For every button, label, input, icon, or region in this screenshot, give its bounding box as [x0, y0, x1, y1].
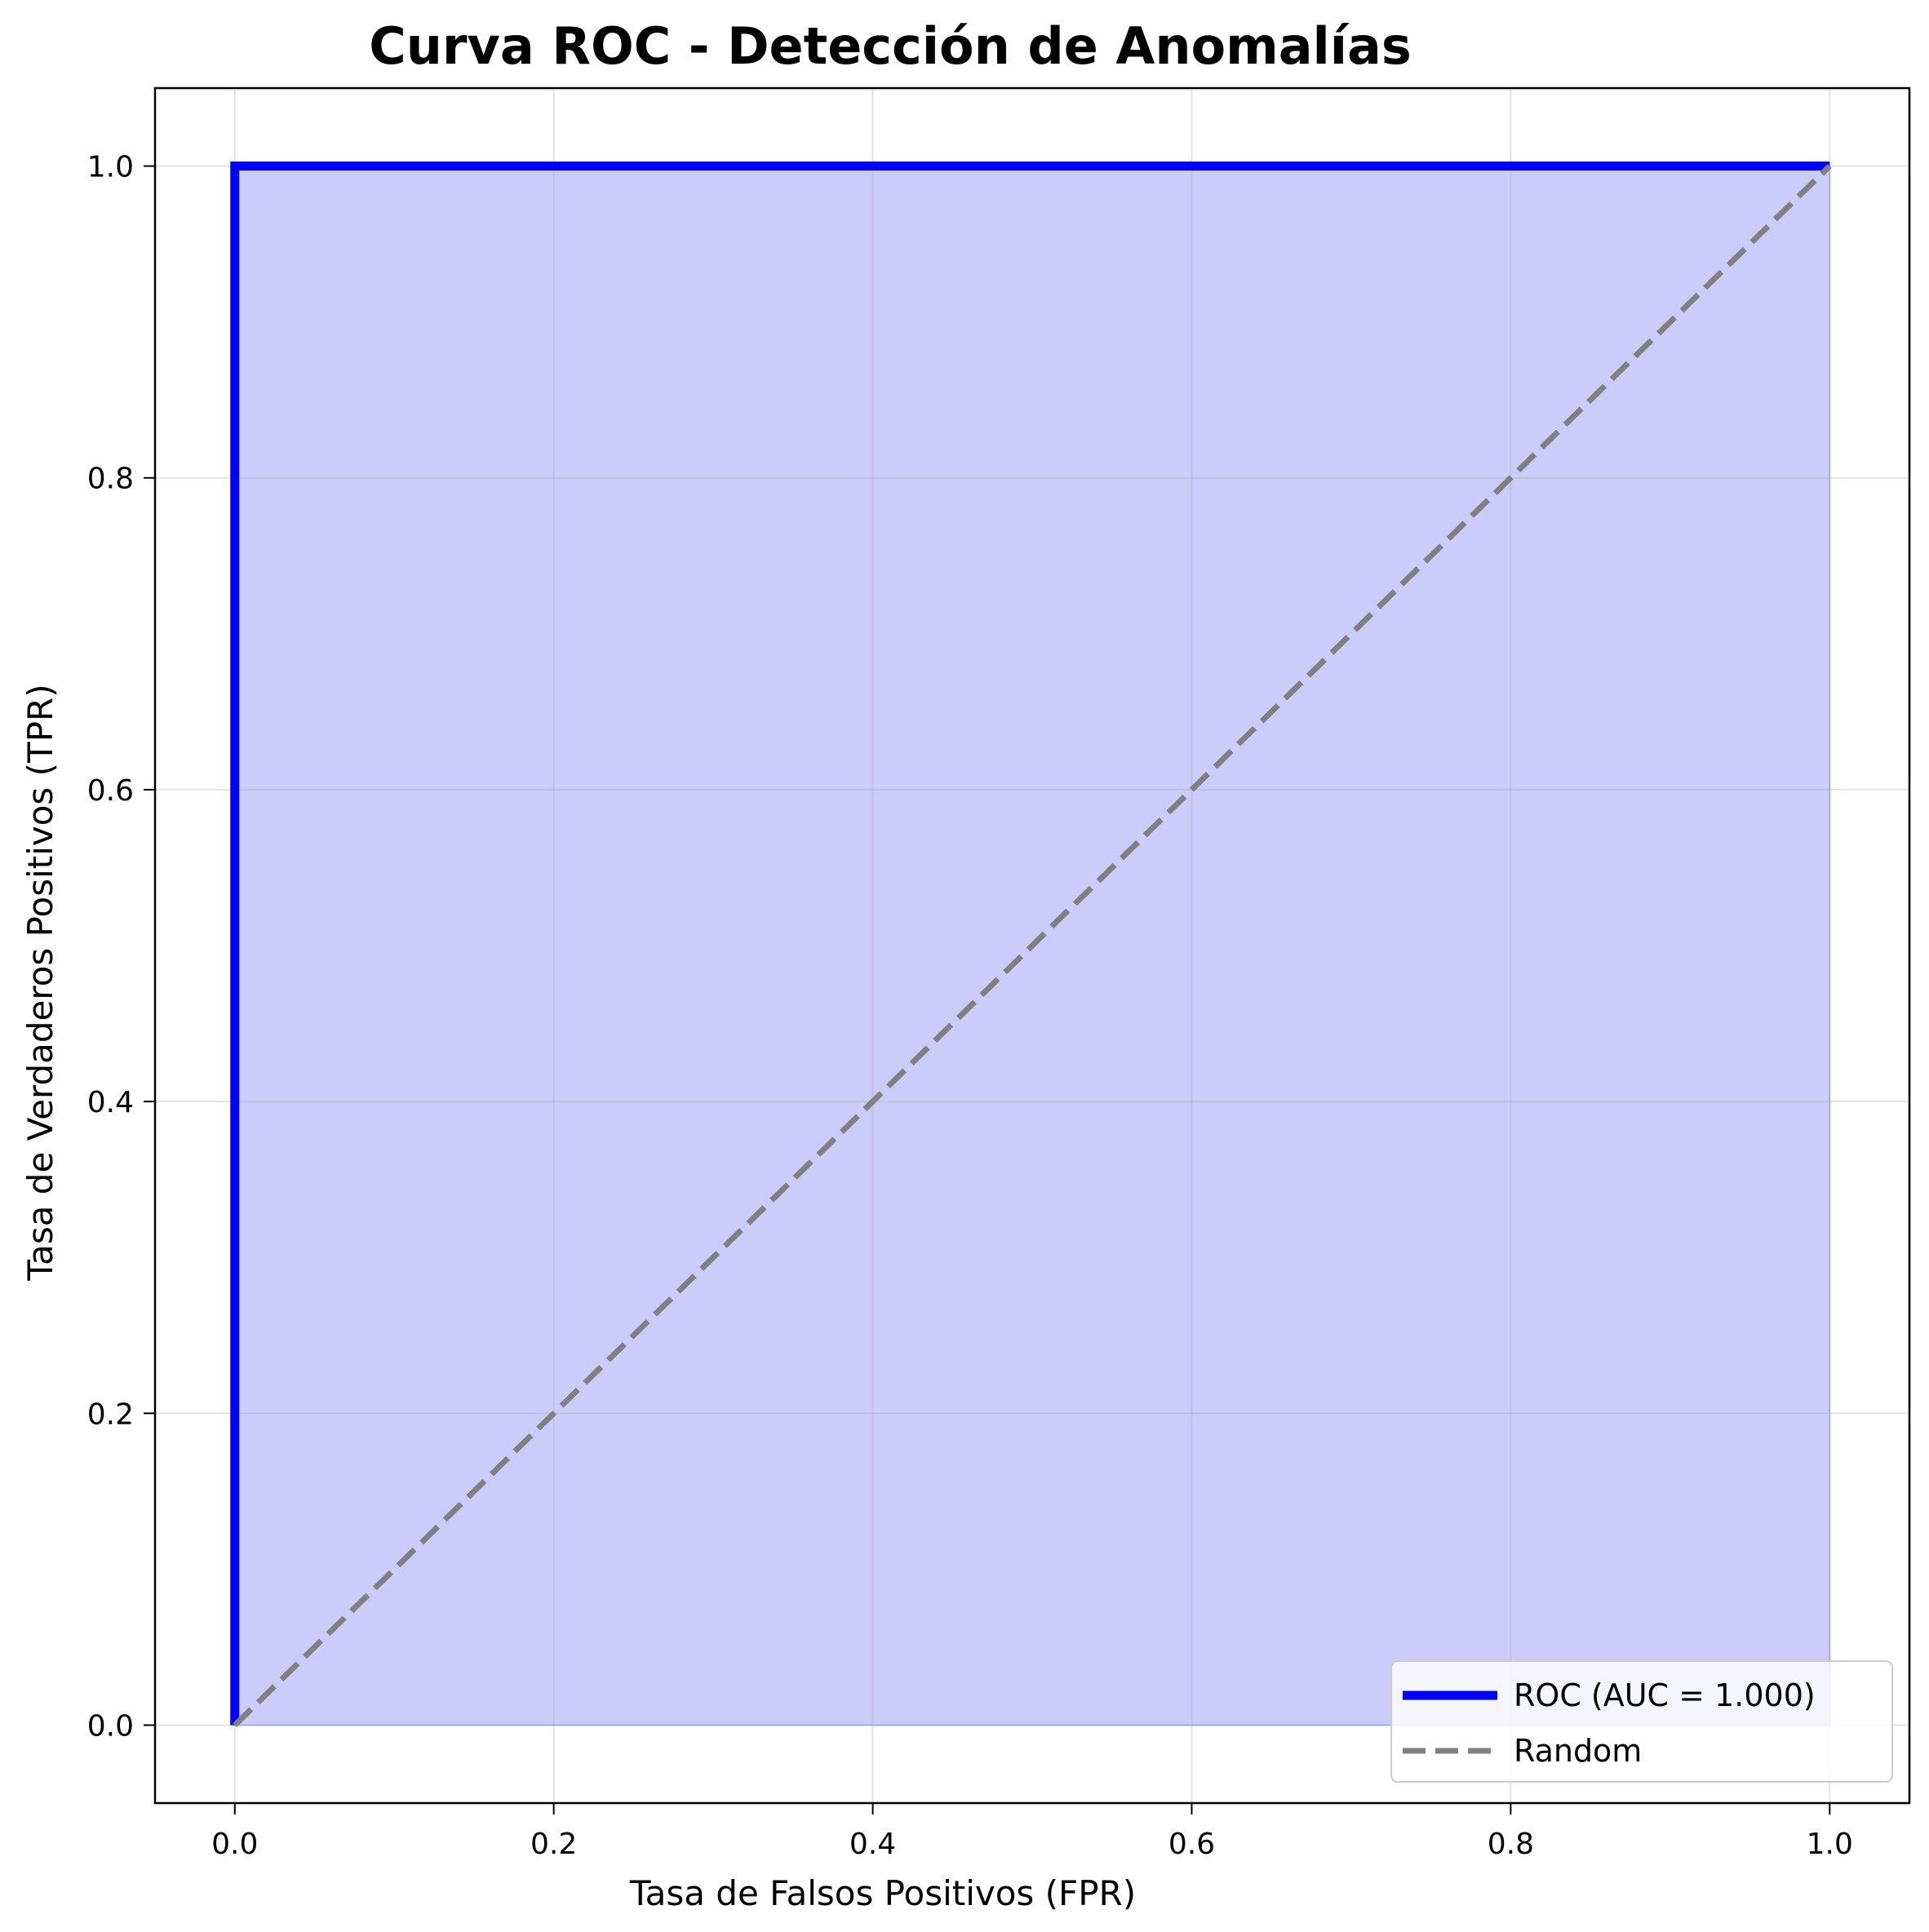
y-tick-label: 0.2 [87, 1398, 134, 1431]
y-tick-label: 0.8 [87, 463, 134, 496]
legend-random-label: Random [1514, 1733, 1642, 1769]
roc-curve-line [230, 162, 1830, 1726]
y-tick-label: 1.0 [87, 151, 134, 184]
chart-title: Curva ROC - Detección de Anomalías [369, 16, 1412, 76]
x-tick-label: 1.0 [1807, 1828, 1853, 1861]
x-tick-label: 0.8 [1488, 1828, 1534, 1861]
y-tick-label: 0.4 [87, 1086, 134, 1119]
y-tick-label: 0.6 [87, 774, 134, 808]
plot-frame [153, 86, 1911, 1805]
y-tick-label: 0.0 [87, 1709, 134, 1743]
x-tick-label: 0.0 [211, 1828, 258, 1861]
legend-box [1390, 1660, 1893, 1783]
x-axis-label: Tasa de Falsos Positivos (FPR) [629, 1873, 1136, 1913]
x-tick-label: 0.2 [530, 1828, 577, 1861]
random-baseline-line [233, 164, 1832, 1727]
legend-roc-label: ROC (AUC = 1.000) [1514, 1677, 1816, 1713]
legend: ROC (AUC = 1.000) Random [1390, 1660, 1893, 1783]
y-axis-label: Tasa de Verdaderos Positivos (TPR) [20, 684, 60, 1281]
x-tick-label: 0.6 [1168, 1828, 1215, 1861]
plot-area: 0.0 0.2 0.4 0.6 0.8 1.0 0.0 0.2 0.4 0.6 0.8 1.0 ROC … [87, 86, 1911, 1861]
x-tick-label: 0.4 [849, 1828, 896, 1861]
